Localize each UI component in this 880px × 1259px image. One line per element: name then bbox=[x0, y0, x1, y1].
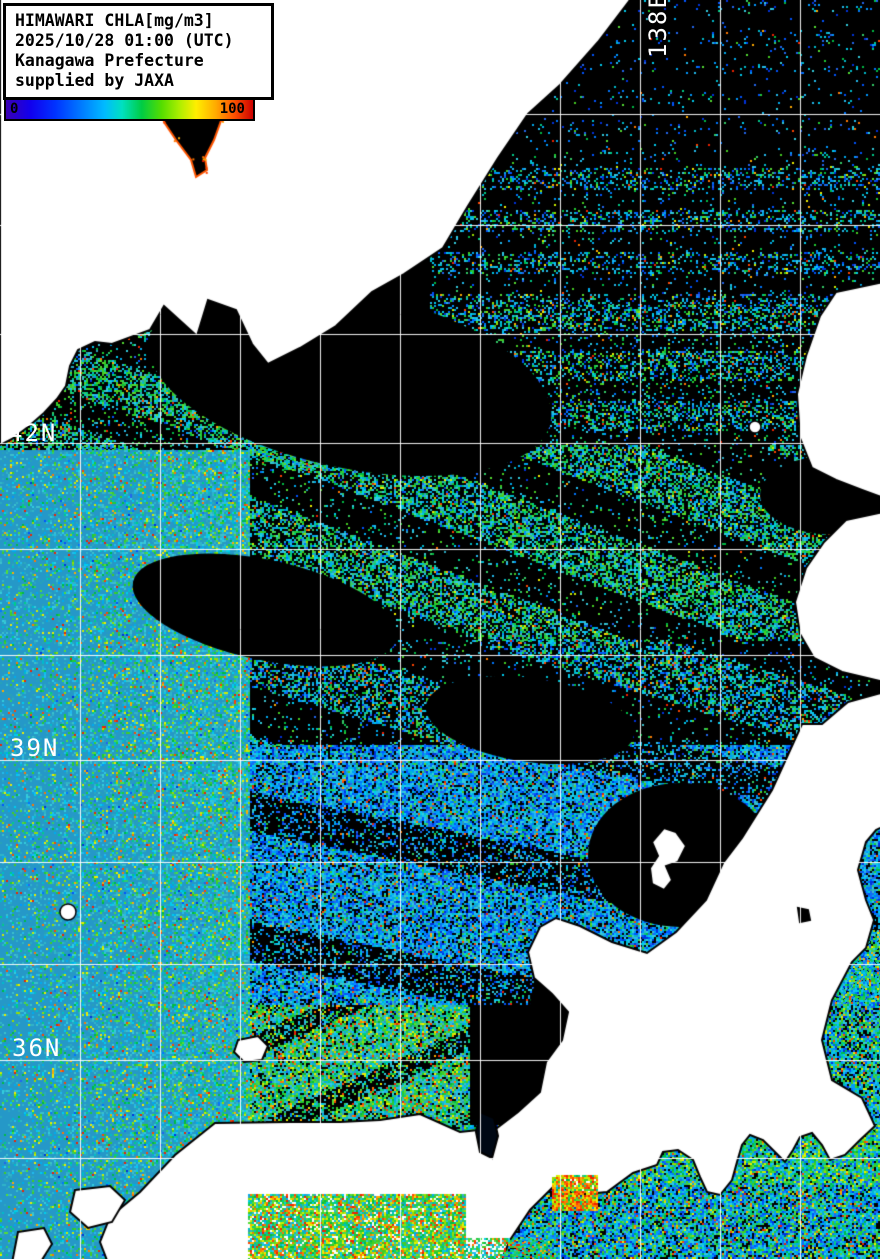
grid-label-39n: 39N bbox=[10, 734, 60, 762]
title-attribution: supplied by JAXA bbox=[15, 71, 174, 90]
title-product: HIMAWARI CHLA[mg/m3] bbox=[15, 11, 214, 30]
colorbar: 0 100 bbox=[4, 98, 255, 121]
colorbar-gradient bbox=[6, 100, 253, 119]
grid-label-36n: 36N bbox=[12, 1034, 62, 1062]
title-prefecture: Kanagawa Prefecture bbox=[15, 51, 204, 70]
colorbar-min-label: 0 bbox=[10, 101, 19, 117]
grid-label-138e: 138E bbox=[644, 0, 672, 58]
title-datetime: 2025/10/28 01:00 (UTC) bbox=[15, 31, 234, 50]
map-title-box: HIMAWARI CHLA[mg/m3] 2025/10/28 01:00 (U… bbox=[3, 3, 274, 100]
colorbar-max-label: 100 bbox=[219, 101, 245, 117]
grid-label-42n: 42N bbox=[8, 419, 58, 447]
